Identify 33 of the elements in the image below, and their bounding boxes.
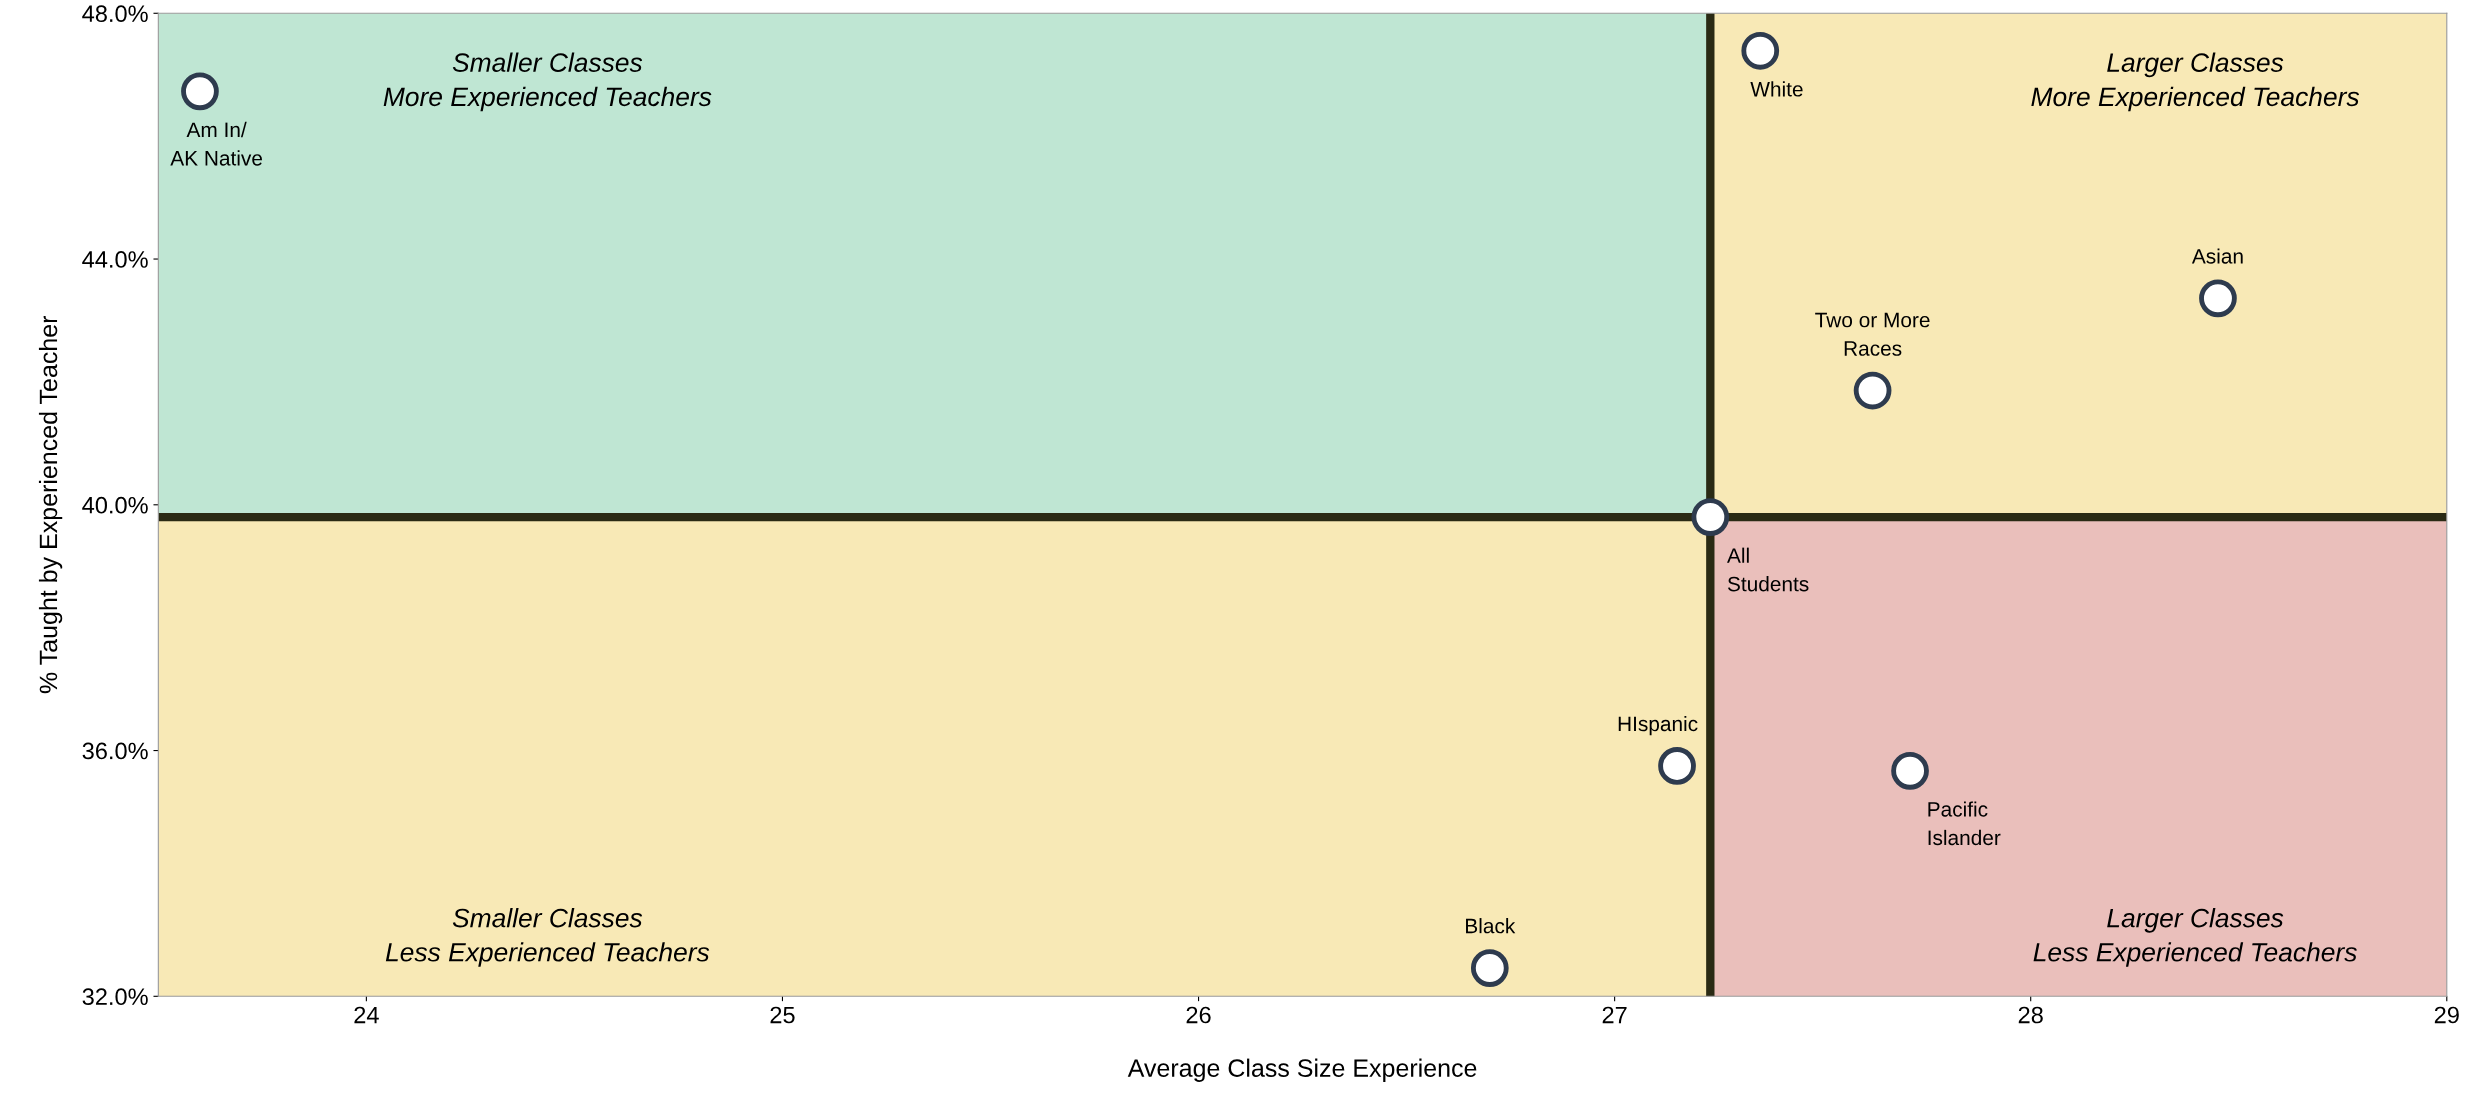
annotation: Am In/ AK Native xyxy=(170,121,262,166)
point xyxy=(1470,949,1509,987)
x-tick-label: 26 xyxy=(1186,1006,1211,1024)
annotation: Smaller Classes Less Experienced Teachers xyxy=(385,908,710,967)
point xyxy=(1741,31,1780,70)
point xyxy=(1891,751,1929,790)
x-tick-label: 28 xyxy=(2018,1006,2043,1024)
x-axis-title: Average Class Size Experience xyxy=(1127,1058,1477,1082)
y-tick-label: 36.0% xyxy=(82,742,148,760)
x-tick-label: 29 xyxy=(2434,1006,2459,1024)
y-tick-label: 32.0% xyxy=(82,988,148,1006)
point xyxy=(1853,371,1892,410)
x-tick-label: 27 xyxy=(1602,1006,1627,1024)
x-tick-label: 24 xyxy=(354,1006,379,1024)
point xyxy=(2199,279,2237,318)
annotation: Two or More Races xyxy=(1815,312,1930,356)
annotation: HIspanic xyxy=(1618,715,1698,736)
y-axis-title: % Taught by Experienced Teacher xyxy=(38,315,63,694)
y-tick-label: 40.0% xyxy=(82,496,148,514)
annotation: White xyxy=(1750,81,1803,97)
x-tick-label: 25 xyxy=(770,1006,795,1024)
annotation: Larger Classes Less Experienced Teachers xyxy=(2033,908,2357,967)
point xyxy=(181,72,219,111)
annotation: Smaller Classes More Experienced Teachers xyxy=(383,52,712,112)
y-tick-label: 48.0% xyxy=(82,5,148,23)
point xyxy=(1658,747,1696,785)
annotation: All Students xyxy=(1727,547,1809,592)
annotation: Larger Classes More Experienced Teachers xyxy=(2031,52,2360,112)
y-tick-label: 44.0% xyxy=(82,251,148,268)
annotation: Asian xyxy=(2191,248,2243,264)
annotation: Pacific Islander xyxy=(1928,801,2001,846)
point xyxy=(1691,498,1730,536)
annotation: Black xyxy=(1466,918,1516,934)
